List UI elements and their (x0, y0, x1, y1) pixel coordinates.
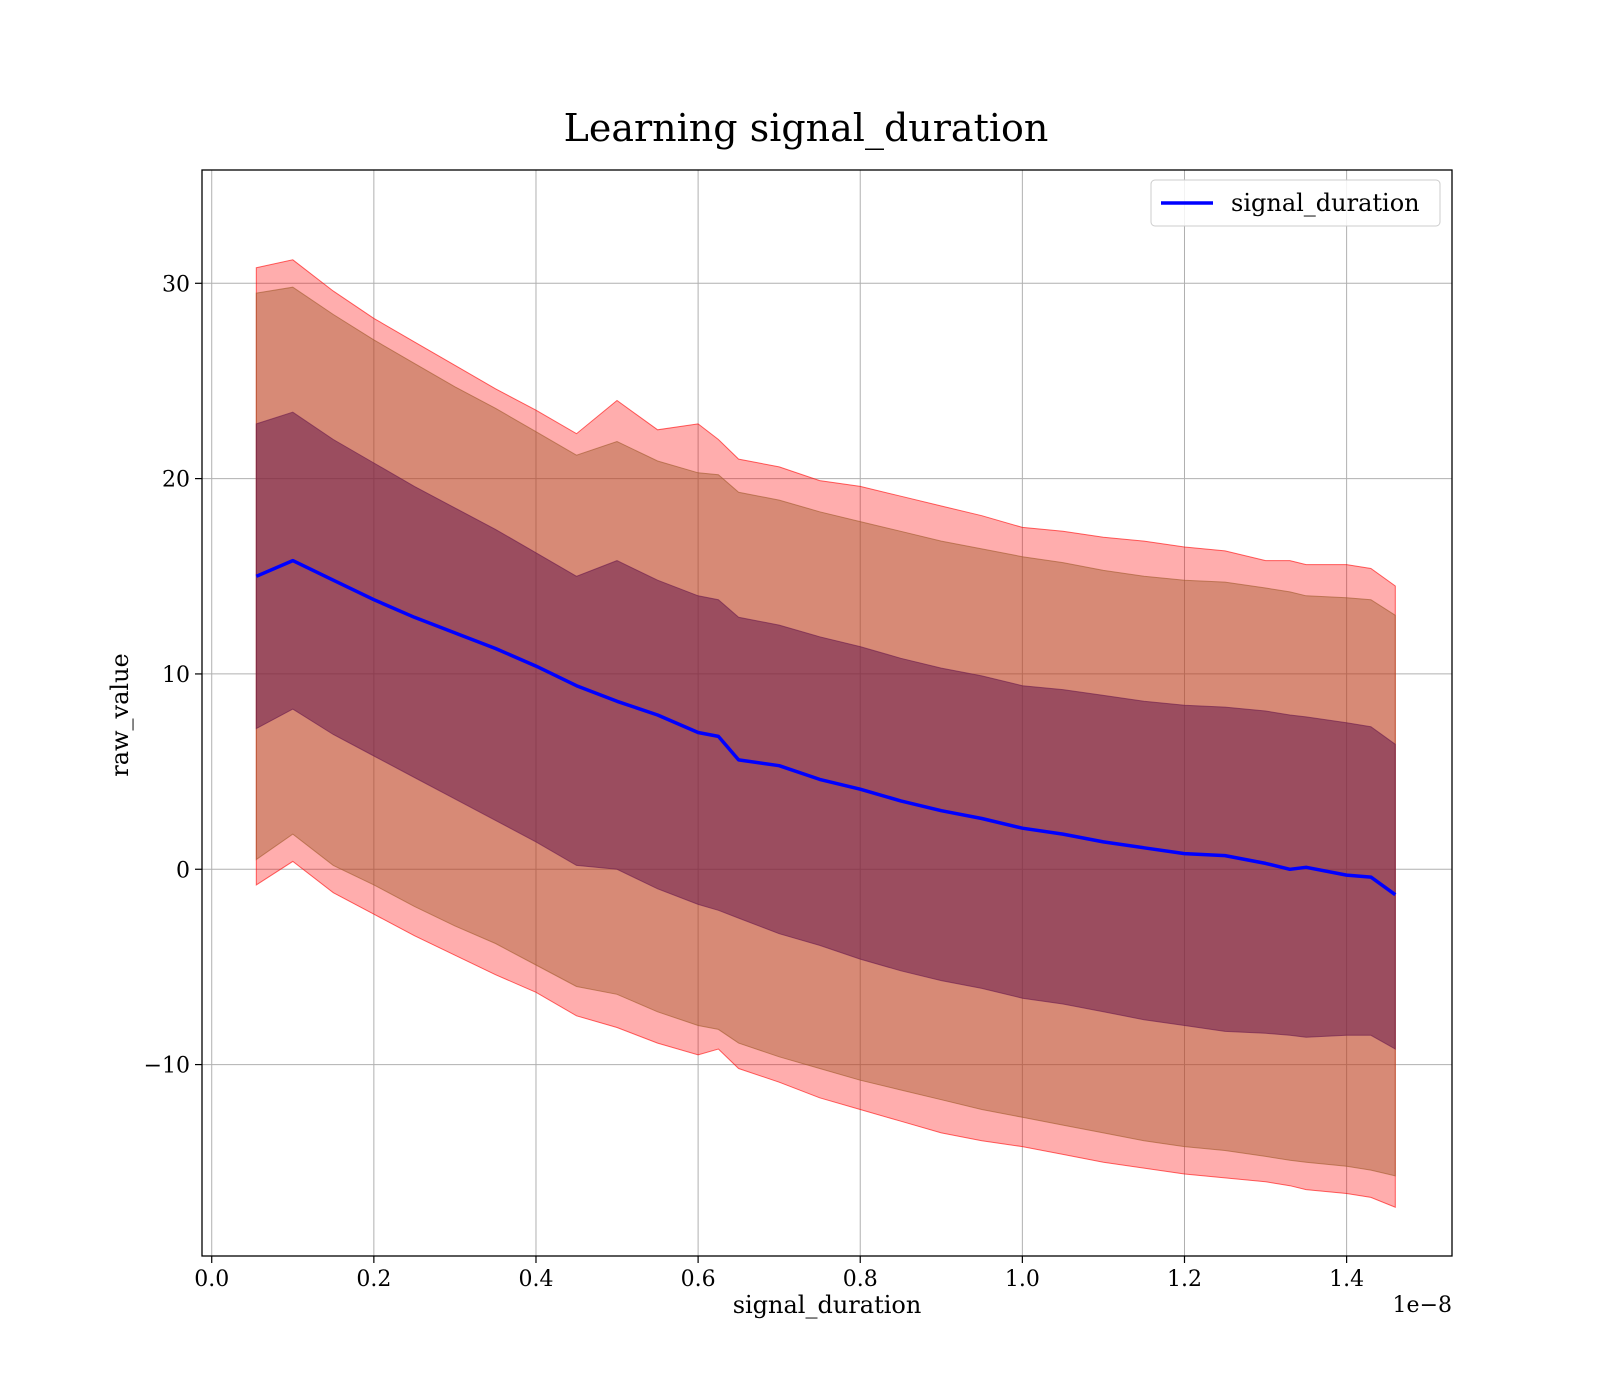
y-axis-label: raw_value (106, 653, 134, 777)
x-tick-label: 1.0 (1005, 1267, 1040, 1292)
legend-entry-signal-duration: signal_duration (1231, 189, 1420, 217)
x-axis-offset-label: 1e−8 (1393, 1293, 1452, 1318)
band-inner (255, 411, 1396, 1050)
x-tick-label: 0.2 (356, 1267, 391, 1292)
series-line-signal-duration (255, 558, 1397, 897)
plot-area-frame (201, 169, 1453, 1257)
axis-ticks: 0.0 0.2 0.4 0.6 0.8 1.0 1.2 1.4 −10 0 10 20 30 (144, 272, 1365, 1292)
x-tick-label: 0.0 (194, 1267, 229, 1292)
y-tick-label: 30 (162, 272, 190, 297)
x-axis-label: signal_duration (733, 1291, 922, 1319)
legend: signal_duration (1150, 179, 1441, 227)
x-tick-label: 1.2 (1167, 1267, 1202, 1292)
chart-title: Learning signal_duration (564, 106, 1049, 151)
confidence-bands (255, 259, 1396, 1208)
y-tick-label: 10 (162, 663, 190, 688)
series-lines (255, 558, 1397, 897)
legend-box (1150, 179, 1441, 227)
x-tick-label: 0.8 (843, 1267, 878, 1292)
y-tick-label: −10 (144, 1054, 190, 1079)
y-tick-label: 20 (162, 468, 190, 493)
x-tick-label: 1.4 (1329, 1267, 1364, 1292)
x-tick-label: 0.6 (681, 1267, 716, 1292)
y-tick-label: 0 (176, 858, 190, 883)
x-tick-label: 0.4 (518, 1267, 553, 1292)
